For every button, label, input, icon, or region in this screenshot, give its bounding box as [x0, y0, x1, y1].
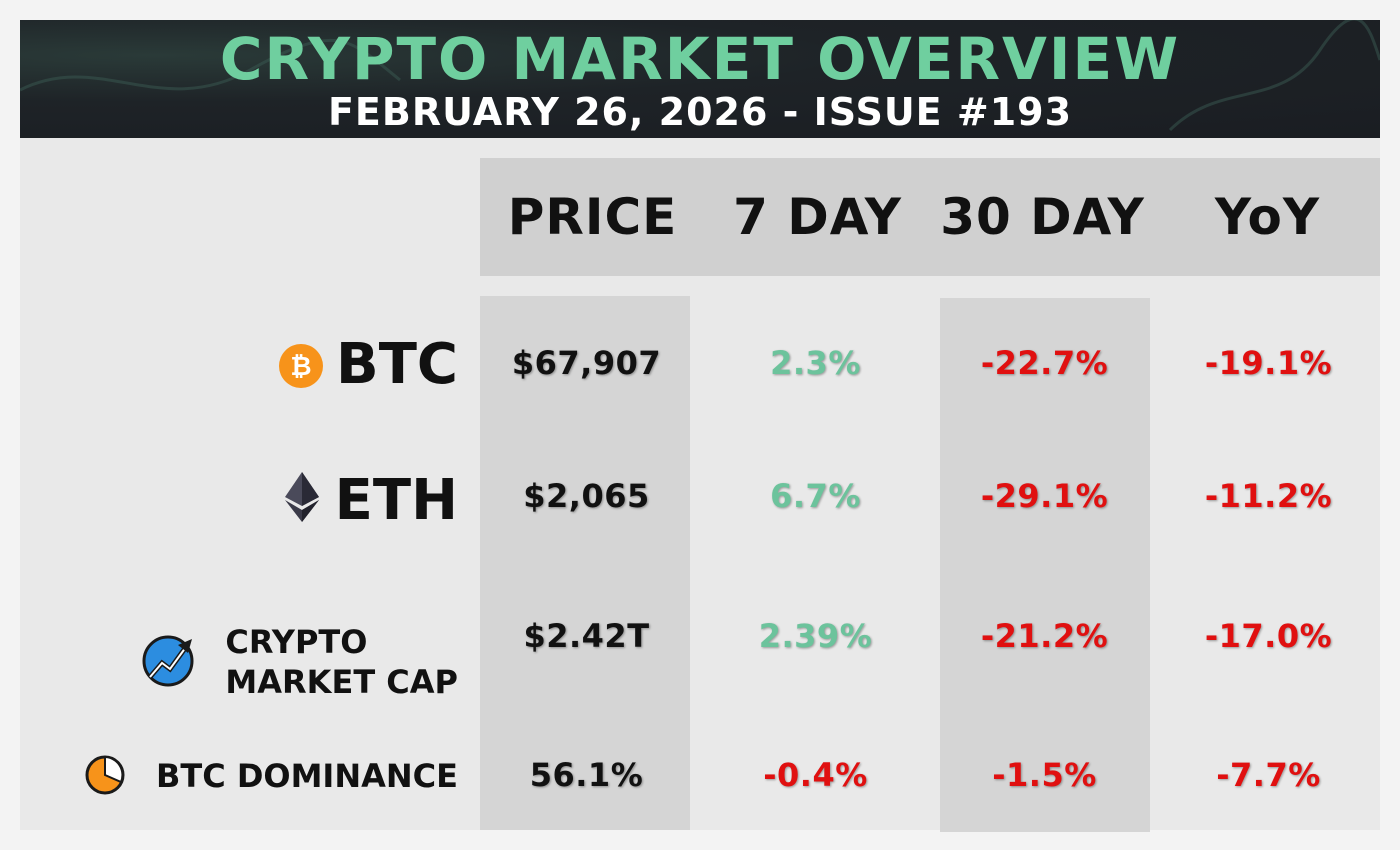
eth-30day: -29.1%	[980, 477, 1109, 515]
page-subtitle: FEBRUARY 26, 2026 - ISSUE #193	[327, 90, 1073, 134]
bitcoin-icon: ₿	[278, 343, 324, 393]
market-cap-7day: 2.39%	[758, 617, 873, 655]
market-cap-chart-icon	[142, 633, 196, 691]
row-label-btc: BTC	[336, 332, 458, 397]
market-cap-price: $2.42T	[523, 617, 650, 655]
row-label-market-cap-line1: CRYPTO	[225, 623, 368, 661]
column-header-yoy: YoY	[1214, 188, 1321, 246]
price-column-shade	[480, 296, 690, 830]
eth-yoy: -11.2%	[1204, 477, 1333, 515]
column-header-price: PRICE	[507, 188, 678, 246]
market-cap-yoy: -17.0%	[1204, 617, 1333, 655]
svg-text:₿: ₿	[290, 352, 311, 382]
ethereum-icon	[285, 472, 319, 526]
header-banner: CRYPTO MARKET OVERVIEW FEBRUARY 26, 2026…	[20, 20, 1380, 138]
pie-chart-icon	[84, 754, 126, 800]
market-cap-30day: -21.2%	[980, 617, 1109, 655]
btc-30day: -22.7%	[980, 344, 1109, 382]
btc-dominance-yoy: -7.7%	[1216, 756, 1321, 794]
btc-dominance-7day: -0.4%	[763, 756, 868, 794]
30day-column-shade	[940, 298, 1150, 832]
btc-dominance-30day: -1.5%	[992, 756, 1097, 794]
btc-dominance-price: 56.1%	[529, 756, 644, 794]
row-label-market-cap: CRYPTO MARKET CAP	[225, 622, 458, 702]
btc-7day: 2.3%	[770, 344, 861, 382]
row-label-btc-dominance: BTC DOMINANCE	[155, 757, 458, 795]
row-label-eth: ETH	[334, 468, 458, 533]
row-label-market-cap-line2: MARKET CAP	[225, 663, 458, 701]
eth-7day: 6.7%	[770, 477, 861, 515]
column-header-30day: 30 DAY	[940, 188, 1145, 246]
btc-yoy: -19.1%	[1204, 344, 1333, 382]
smoke-background	[20, 20, 1380, 132]
btc-price: $67,907	[511, 344, 662, 382]
page-title: CRYPTO MARKET OVERVIEW	[219, 25, 1181, 93]
column-header-7day: 7 DAY	[733, 188, 902, 246]
eth-price: $2,065	[523, 477, 650, 515]
column-header-row: PRICE 7 DAY 30 DAY YoY	[480, 158, 1380, 276]
